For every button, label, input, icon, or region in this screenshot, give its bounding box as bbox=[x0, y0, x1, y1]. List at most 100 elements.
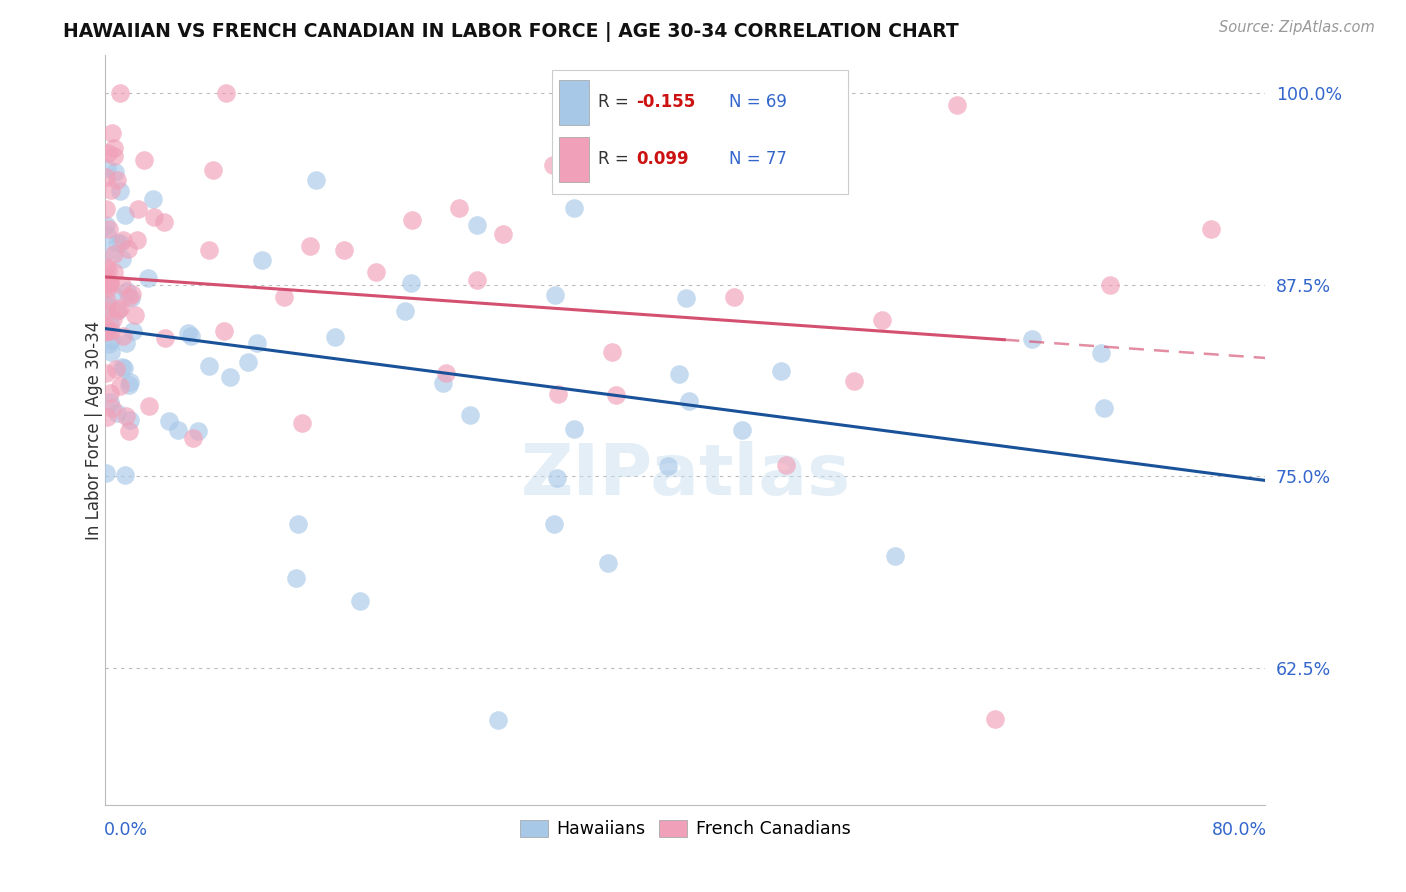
Point bbox=[94, 325, 117, 339]
Point bbox=[157, 414, 180, 428]
Point bbox=[115, 409, 138, 423]
Point bbox=[94, 271, 117, 285]
Point bbox=[98, 222, 121, 236]
Point bbox=[562, 201, 585, 215]
Point bbox=[114, 208, 136, 222]
Point bbox=[105, 235, 128, 250]
Text: 0.0%: 0.0% bbox=[104, 821, 148, 838]
Point bbox=[108, 87, 131, 101]
Point bbox=[100, 333, 122, 347]
Point bbox=[96, 298, 118, 312]
Point bbox=[94, 304, 117, 318]
Text: HAWAIIAN VS FRENCH CANADIAN IN LABOR FORCE | AGE 30-34 CORRELATION CHART: HAWAIIAN VS FRENCH CANADIAN IN LABOR FOR… bbox=[63, 22, 959, 42]
Point bbox=[96, 294, 118, 309]
Point bbox=[98, 336, 121, 351]
Point bbox=[323, 330, 346, 344]
Text: 80.0%: 80.0% bbox=[1212, 821, 1267, 838]
Point bbox=[153, 214, 176, 228]
Point bbox=[401, 213, 423, 227]
Point bbox=[100, 344, 122, 359]
Point bbox=[214, 324, 236, 338]
Point bbox=[132, 153, 155, 168]
Point bbox=[731, 423, 754, 437]
Point bbox=[305, 173, 328, 187]
Point bbox=[125, 233, 148, 247]
Point bbox=[138, 399, 160, 413]
Point bbox=[219, 370, 242, 384]
Point bbox=[181, 431, 204, 445]
Point bbox=[434, 366, 457, 380]
Point bbox=[96, 228, 118, 243]
Point bbox=[465, 273, 488, 287]
Point bbox=[103, 141, 125, 155]
Point bbox=[246, 336, 269, 351]
Point bbox=[94, 466, 117, 480]
Point bbox=[104, 165, 127, 179]
Point bbox=[103, 149, 125, 163]
Point bbox=[108, 184, 131, 198]
Point bbox=[197, 244, 219, 258]
Point bbox=[142, 210, 165, 224]
Y-axis label: In Labor Force | Age 30-34: In Labor Force | Age 30-34 bbox=[86, 320, 103, 540]
Point bbox=[488, 713, 510, 727]
Point bbox=[97, 277, 120, 292]
Point bbox=[117, 242, 139, 256]
Point bbox=[332, 244, 354, 258]
Point bbox=[596, 557, 619, 571]
Point bbox=[105, 304, 128, 318]
Point bbox=[96, 218, 118, 232]
Point bbox=[115, 335, 138, 350]
Point bbox=[97, 263, 120, 277]
Point bbox=[946, 97, 969, 112]
Point bbox=[111, 277, 134, 292]
Point bbox=[202, 162, 225, 177]
Point bbox=[94, 260, 117, 275]
Point bbox=[1021, 332, 1043, 346]
Point bbox=[349, 594, 371, 608]
Point bbox=[605, 388, 627, 402]
Point bbox=[198, 359, 221, 374]
Point bbox=[492, 227, 515, 241]
Legend: Hawaiians, French Canadians: Hawaiians, French Canadians bbox=[513, 814, 858, 846]
Point bbox=[96, 409, 118, 424]
Point bbox=[94, 367, 117, 381]
Point bbox=[657, 458, 679, 473]
Point bbox=[675, 291, 697, 305]
Point bbox=[842, 374, 865, 388]
Point bbox=[94, 245, 117, 260]
Point bbox=[449, 201, 471, 215]
Point bbox=[107, 406, 129, 420]
Point bbox=[1099, 277, 1122, 292]
Point bbox=[668, 367, 690, 381]
Point bbox=[1199, 222, 1222, 236]
Point bbox=[177, 326, 200, 340]
Point bbox=[166, 423, 188, 437]
Point bbox=[96, 321, 118, 335]
Point bbox=[562, 422, 585, 436]
Point bbox=[100, 183, 122, 197]
Point bbox=[600, 345, 623, 359]
Point bbox=[118, 378, 141, 392]
Point bbox=[399, 276, 422, 290]
Point bbox=[121, 287, 143, 301]
Point bbox=[97, 146, 120, 161]
Point bbox=[394, 304, 416, 318]
Point bbox=[110, 360, 132, 375]
Point bbox=[884, 549, 907, 563]
Point bbox=[775, 458, 797, 472]
Point bbox=[432, 376, 454, 391]
Point bbox=[96, 161, 118, 175]
Point bbox=[111, 328, 134, 343]
Point bbox=[112, 234, 135, 248]
Point bbox=[543, 516, 565, 531]
Point bbox=[98, 386, 121, 401]
Point bbox=[118, 376, 141, 390]
Point bbox=[287, 516, 309, 531]
Point bbox=[142, 192, 165, 206]
Point bbox=[541, 158, 564, 172]
Point bbox=[107, 302, 129, 317]
Point bbox=[118, 424, 141, 438]
Point bbox=[120, 291, 142, 305]
Point bbox=[547, 387, 569, 401]
Point bbox=[298, 239, 321, 253]
